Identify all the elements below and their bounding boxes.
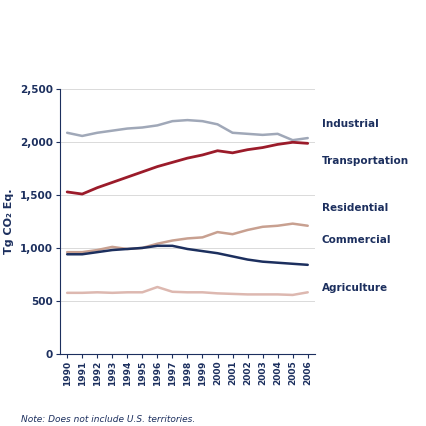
Text: Agriculture: Agriculture (322, 282, 388, 293)
Text: Transportation: Transportation (322, 156, 409, 166)
Y-axis label: Tg CO₂ Eq.: Tg CO₂ Eq. (4, 189, 14, 254)
Text: to Economic Sectors: to Economic Sectors (121, 48, 305, 63)
Text: Residential: Residential (322, 203, 388, 213)
Text: Commercial: Commercial (322, 235, 391, 245)
Text: Industrial: Industrial (322, 119, 378, 129)
Text: Emissions with Electricity Distributed: Emissions with Electricity Distributed (43, 19, 383, 35)
Text: Note: Does not include U.S. territories.: Note: Does not include U.S. territories. (21, 415, 196, 424)
